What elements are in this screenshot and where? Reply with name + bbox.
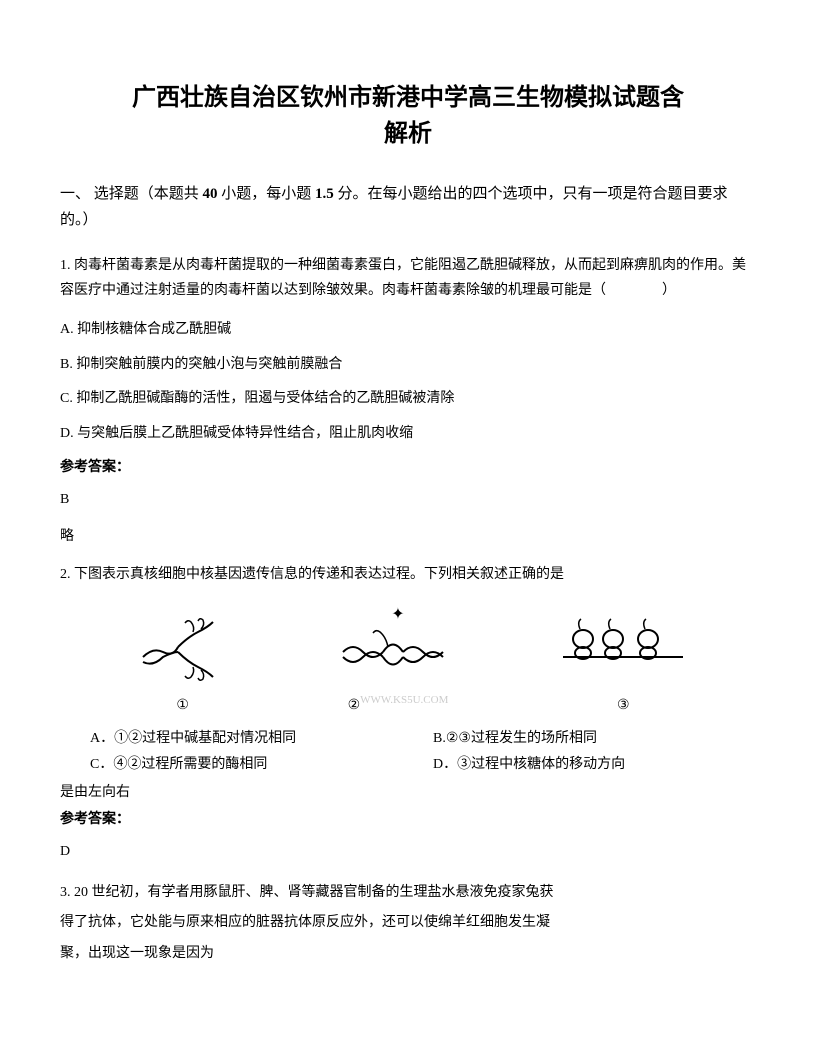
q3-line2: 得了抗体，它处能与原来相应的脏器抗体原反应外，还可以使绵羊红细胞发生凝 <box>60 908 756 939</box>
diagram-3-label: ③ <box>617 695 630 717</box>
q1-option-b: B. 抑制突触前膜内的突触小泡与突触前膜融合 <box>60 354 756 376</box>
q1-option-d: D. 与突触后膜上乙酰胆碱受体特异性结合，阻止肌肉收缩 <box>60 423 756 445</box>
question-2-text: 2. 下图表示真核细胞中核基因遗传信息的传递和表达过程。下列相关叙述正确的是 <box>60 562 756 587</box>
q1-explanation: 略 <box>60 526 756 548</box>
q2-option-c: C．④②过程所需要的酶相同 <box>90 754 413 776</box>
q3-line1: 3. 20 世纪初，有学者用豚鼠肝、脾、肾等藏器官制备的生理盐水悬液免疫家兔获 <box>60 878 756 909</box>
q3-line3: 聚，出现这一现象是因为 <box>60 939 756 970</box>
section-header: 一、 选择题（本题共 40 小题，每小题 1.5 分。在每小题给出的四个选项中，… <box>60 182 756 233</box>
q2-options: A．①②过程中碱基配对情况相同 B.②③过程发生的场所相同 C．④②过程所需要的… <box>90 728 756 777</box>
q2-option-d: D．③过程中核糖体的移动方向 <box>433 754 756 776</box>
q1-option-a: A. 抑制核糖体合成乙酰胆碱 <box>60 319 756 341</box>
transcription-icon: ✦ <box>328 607 468 687</box>
diagram-1: ① <box>123 607 243 717</box>
diagram-2: ✦ ② WWW.KS5U.COM <box>328 607 468 717</box>
q2-answer: D <box>60 841 756 863</box>
q1-answer-label: 参考答案： <box>60 457 756 479</box>
q2-option-a: A．①②过程中碱基配对情况相同 <box>90 728 413 750</box>
q1-option-c: C. 抑制乙酰胆碱酯酶的活性，阻遏与受体结合的乙酰胆碱被清除 <box>60 388 756 410</box>
diagram-1-label: ① <box>176 695 189 717</box>
q2-option-b: B.②③过程发生的场所相同 <box>433 728 756 750</box>
diagram-3: ③ <box>553 607 693 717</box>
diagram-row: ① ✦ ② WWW.KS5U.COM <box>60 607 756 717</box>
svg-text:✦: ✦ <box>391 607 404 623</box>
q1-answer: B <box>60 489 756 511</box>
question-1-text: 1. 肉毒杆菌毒素是从肉毒杆菌提取的一种细菌毒素蛋白，它能阻遏乙酰胆碱释放，从而… <box>60 253 756 303</box>
title-line2: 解析 <box>384 121 432 147</box>
diagram-2-label: ② <box>348 695 361 717</box>
dna-replication-icon <box>123 607 243 687</box>
q2-answer-label: 参考答案： <box>60 809 756 831</box>
question-3: 3. 20 世纪初，有学者用豚鼠肝、脾、肾等藏器官制备的生理盐水悬液免疫家兔获 … <box>60 878 756 970</box>
title-line1: 广西壮族自治区钦州市新港中学高三生物模拟试题含 <box>132 85 684 111</box>
translation-icon <box>553 607 693 687</box>
q2-option-d-cont: 是由左向右 <box>60 782 756 804</box>
watermark: WWW.KS5U.COM <box>360 692 448 710</box>
